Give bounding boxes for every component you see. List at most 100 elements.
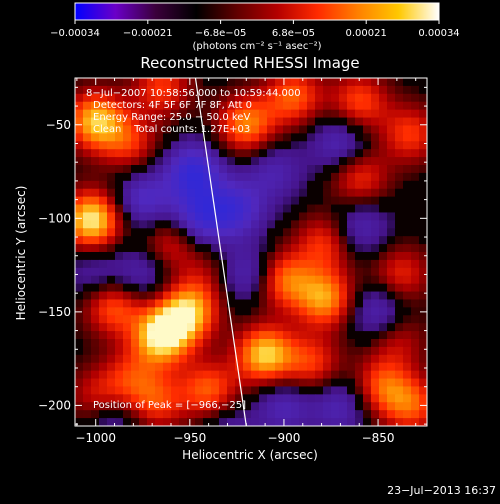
image-pixel (163, 410, 172, 419)
image-pixel (219, 402, 228, 411)
image-pixel (99, 236, 108, 245)
image-pixel (371, 172, 380, 182)
image-pixel (147, 299, 156, 308)
image-pixel (323, 236, 332, 245)
image-pixel (371, 378, 380, 388)
image-pixel (131, 370, 140, 380)
image-pixel (131, 410, 140, 419)
image-pixel (275, 188, 284, 198)
image-pixel (331, 172, 340, 182)
image-pixel (83, 275, 92, 285)
image-pixel (363, 133, 372, 142)
image-pixel (395, 402, 404, 411)
image-pixel (347, 180, 356, 190)
image-pixel (419, 157, 427, 166)
image-pixel (227, 78, 236, 87)
image-pixel (155, 410, 164, 419)
image-pixel (315, 165, 324, 174)
image-pixel (75, 394, 84, 403)
image-pixel (251, 236, 260, 245)
image-pixel (83, 141, 92, 150)
image-pixel (299, 85, 308, 95)
image-pixel (299, 236, 308, 245)
image-pixel (259, 109, 268, 119)
image-pixel (171, 291, 180, 301)
image-pixel (371, 125, 380, 134)
image-pixel (99, 418, 108, 426)
image-pixel (411, 165, 420, 174)
image-pixel (411, 331, 420, 340)
image-pixel (227, 117, 236, 127)
image-pixel (107, 339, 116, 348)
image-pixel (123, 244, 132, 253)
image-pixel (211, 410, 220, 419)
image-pixel (379, 196, 388, 206)
image-pixel (259, 354, 268, 364)
image-pixel (195, 370, 204, 380)
image-pixel (403, 291, 412, 301)
image-pixel (331, 418, 340, 426)
image-pixel (283, 180, 292, 190)
image-pixel (179, 125, 188, 134)
image-pixel (203, 362, 212, 372)
y-tick-label: −50 (46, 118, 71, 132)
image-pixel (211, 378, 220, 388)
image-pixel (219, 172, 228, 182)
image-pixel (315, 220, 324, 229)
image-pixel (195, 418, 204, 426)
image-pixel (75, 339, 84, 348)
image-pixel (227, 410, 236, 419)
image-pixel (315, 78, 324, 87)
image-pixel (395, 339, 404, 348)
image-pixel (363, 394, 372, 403)
image-pixel (371, 180, 380, 190)
image-pixel (387, 78, 396, 87)
image-pixel (315, 370, 324, 380)
image-pixel (339, 267, 348, 277)
image-pixel (123, 109, 132, 119)
image-pixel (363, 165, 372, 174)
image-pixel (219, 410, 228, 419)
image-pixel (251, 354, 260, 364)
image-pixel (339, 228, 348, 237)
image-pixel (307, 252, 316, 261)
image-pixel (291, 141, 300, 150)
image-pixel (235, 299, 244, 308)
image-pixel (395, 228, 404, 237)
image-pixel (323, 117, 332, 127)
image-pixel (147, 101, 156, 111)
image-pixel (339, 172, 348, 182)
image-pixel (315, 410, 324, 419)
image-pixel (243, 165, 252, 174)
image-pixel (179, 283, 188, 293)
image-pixel (371, 275, 380, 285)
x-axis-ticks: −1000 −950 −900 −850 (75, 78, 417, 445)
image-pixel (299, 93, 308, 103)
image-pixel (347, 418, 356, 426)
image-pixel (331, 346, 340, 356)
image-pixel (115, 157, 124, 166)
x-tick-label: −850 (362, 431, 395, 445)
image-pixel (179, 346, 188, 356)
image-pixel (219, 220, 228, 229)
image-pixel (323, 172, 332, 182)
image-pixel (155, 283, 164, 293)
image-pixel (315, 157, 324, 166)
image-pixel (107, 125, 116, 134)
image-pixel (307, 141, 316, 150)
image-pixel (139, 141, 148, 150)
image-pixel (355, 299, 364, 308)
image-pixel (99, 267, 108, 277)
image-pixel (203, 299, 212, 308)
image-pixel (363, 109, 372, 119)
image-pixel (291, 307, 300, 316)
image-pixel (107, 172, 116, 182)
image-pixel (163, 117, 172, 127)
image-pixel (267, 370, 276, 380)
image-pixel (363, 418, 372, 426)
image-pixel (163, 101, 172, 111)
image-pixel (147, 252, 156, 261)
image-pixel (203, 267, 212, 277)
image-pixel (171, 141, 180, 150)
image-pixel (227, 402, 236, 411)
